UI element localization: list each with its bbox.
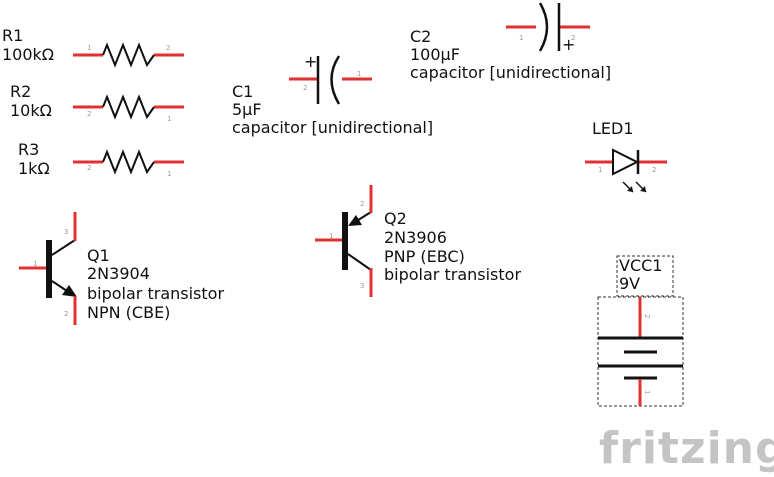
vcc1-pin-2-num: 2: [643, 314, 651, 318]
c2-pin-1-num: 1: [519, 34, 523, 42]
resistor-r2[interactable]: R2 10kΩ 2 1: [10, 82, 184, 123]
q2-pin-e-num: 2: [360, 200, 364, 208]
vcc1-name: VCC1: [619, 256, 662, 275]
transistor-q2[interactable]: 1 2 3 Q2 2N3906 PNP (EBC) bipolar transi…: [315, 185, 521, 297]
r3-zigzag: [102, 149, 155, 175]
c2-pin-2-num: 2: [571, 34, 575, 42]
q1-pin-c-num: 3: [64, 228, 68, 236]
q2-name: Q2: [384, 209, 407, 228]
q2-kind: bipolar transistor: [384, 265, 521, 284]
vcc1-pin-1-num: 1: [643, 390, 651, 394]
battery-vcc1[interactable]: VCC1 9V 2 1: [597, 255, 684, 407]
q2-emitter-arrow: [348, 215, 362, 226]
q1-kind: bipolar transistor: [87, 284, 224, 303]
c1-pin-2-num: 2: [303, 84, 307, 92]
r3-name: R3: [18, 140, 39, 159]
r3-pin-2-num: 2: [87, 164, 91, 172]
led1-ray-1-head: [627, 186, 633, 192]
q2-type: PNP (EBC): [384, 247, 465, 266]
r1-pin-2-num: 2: [166, 44, 170, 52]
c2-value: 100µF: [410, 45, 460, 64]
q2-pin-b-num: 1: [329, 232, 333, 240]
vcc1-label-box: [616, 255, 674, 297]
q1-part: 2N3904: [87, 264, 150, 283]
r2-name: R2: [10, 82, 31, 101]
r3-pin-1-num: 1: [167, 170, 171, 178]
c1-polarity: +: [304, 52, 317, 71]
q2-part: 2N3906: [384, 228, 447, 247]
r2-value: 10kΩ: [10, 101, 52, 120]
r1-pin-1-num: 1: [87, 44, 91, 52]
led1-pin-2-num: 2: [652, 166, 656, 174]
c1-value: 5µF: [232, 100, 262, 119]
fritzing-logo: fritzing: [599, 423, 774, 474]
r1-name: R1: [2, 26, 23, 45]
q1-emitter-arrow: [62, 285, 77, 297]
q2-collector-lead: [347, 253, 372, 271]
q1-pin-e-num: 2: [64, 310, 68, 318]
c1-pin-1-num: 1: [357, 70, 361, 78]
c2-kind: capacitor [unidirectional]: [410, 63, 611, 82]
r2-zigzag: [102, 94, 155, 120]
transistor-q1[interactable]: 1 3 2 Q1 2N3904 bipolar transistor NPN (…: [19, 212, 224, 325]
q1-name: Q1: [87, 246, 110, 265]
resistor-r1[interactable]: R1 100kΩ 1 2: [2, 26, 184, 68]
led1-pin-1-num: 1: [598, 166, 602, 174]
led1-name: LED1: [592, 119, 634, 138]
q1-type: NPN (CBE): [87, 303, 170, 322]
led1-ray-2-head: [640, 186, 646, 192]
q2-base-bar: [342, 212, 348, 270]
r3-value: 1kΩ: [18, 159, 50, 178]
c2-name: C2: [410, 27, 431, 46]
r1-zigzag: [102, 42, 155, 68]
resistor-r3[interactable]: R3 1kΩ 2 1: [18, 140, 184, 178]
c2-polarity: +: [562, 35, 575, 54]
capacitor-c2[interactable]: + 1 2 C2 100µF capacitor [unidirectional…: [410, 2, 611, 82]
vcc1-value: 9V: [619, 274, 640, 293]
q1-pin-b-num: 1: [33, 260, 37, 268]
q2-pin-c-num: 3: [360, 282, 364, 290]
q1-base-bar: [46, 240, 52, 298]
r2-pin-1-num: 1: [167, 115, 171, 123]
led1-triangle: [612, 148, 640, 176]
led-led1[interactable]: LED1 1 2: [585, 119, 667, 193]
q1-collector-lead: [51, 239, 76, 256]
c1-curved-plate: [330, 55, 341, 105]
r1-value: 100kΩ: [2, 45, 54, 64]
r2-pin-2-num: 2: [87, 110, 91, 118]
c1-kind: capacitor [unidirectional]: [232, 118, 433, 137]
c1-name: C1: [232, 82, 253, 101]
capacitor-c1[interactable]: + 2 1 C1 5µF capacitor [unidirectional]: [232, 52, 433, 137]
c2-curved-plate: [538, 2, 549, 52]
